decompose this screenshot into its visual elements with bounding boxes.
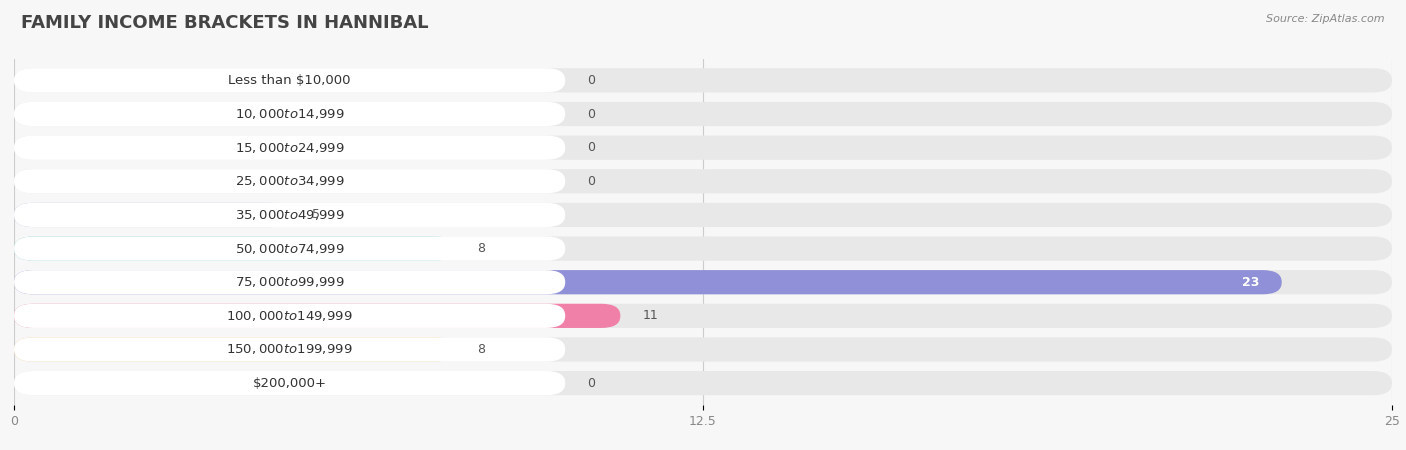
- FancyBboxPatch shape: [14, 68, 1392, 93]
- Text: 23: 23: [1243, 276, 1260, 289]
- Text: $50,000 to $74,999: $50,000 to $74,999: [235, 242, 344, 256]
- FancyBboxPatch shape: [14, 270, 1392, 294]
- Text: $25,000 to $34,999: $25,000 to $34,999: [235, 174, 344, 188]
- FancyBboxPatch shape: [14, 203, 565, 227]
- FancyBboxPatch shape: [14, 338, 565, 362]
- Text: $35,000 to $49,999: $35,000 to $49,999: [235, 208, 344, 222]
- Text: FAMILY INCOME BRACKETS IN HANNIBAL: FAMILY INCOME BRACKETS IN HANNIBAL: [21, 14, 429, 32]
- FancyBboxPatch shape: [14, 102, 1392, 126]
- FancyBboxPatch shape: [14, 236, 456, 261]
- Text: 8: 8: [477, 343, 485, 356]
- FancyBboxPatch shape: [14, 304, 620, 328]
- Text: 0: 0: [588, 141, 595, 154]
- FancyBboxPatch shape: [14, 169, 565, 194]
- Text: 0: 0: [588, 175, 595, 188]
- Text: Source: ZipAtlas.com: Source: ZipAtlas.com: [1267, 14, 1385, 23]
- FancyBboxPatch shape: [14, 304, 1392, 328]
- FancyBboxPatch shape: [14, 68, 565, 93]
- Text: $150,000 to $199,999: $150,000 to $199,999: [226, 342, 353, 356]
- FancyBboxPatch shape: [14, 371, 1392, 395]
- FancyBboxPatch shape: [14, 338, 1392, 362]
- Text: Less than $10,000: Less than $10,000: [228, 74, 352, 87]
- Text: 0: 0: [588, 108, 595, 121]
- Text: 0: 0: [588, 74, 595, 87]
- Text: $100,000 to $149,999: $100,000 to $149,999: [226, 309, 353, 323]
- FancyBboxPatch shape: [14, 102, 565, 126]
- Text: $75,000 to $99,999: $75,000 to $99,999: [235, 275, 344, 289]
- FancyBboxPatch shape: [14, 236, 1392, 261]
- FancyBboxPatch shape: [14, 371, 565, 395]
- Text: 0: 0: [588, 377, 595, 390]
- FancyBboxPatch shape: [14, 203, 290, 227]
- FancyBboxPatch shape: [14, 203, 1392, 227]
- FancyBboxPatch shape: [14, 270, 565, 294]
- FancyBboxPatch shape: [14, 169, 1392, 194]
- Text: 8: 8: [477, 242, 485, 255]
- Text: 11: 11: [643, 309, 658, 322]
- FancyBboxPatch shape: [14, 236, 565, 261]
- Text: $15,000 to $24,999: $15,000 to $24,999: [235, 141, 344, 155]
- Text: $200,000+: $200,000+: [253, 377, 326, 390]
- FancyBboxPatch shape: [14, 338, 456, 362]
- Text: 5: 5: [312, 208, 319, 221]
- FancyBboxPatch shape: [14, 304, 565, 328]
- Text: $10,000 to $14,999: $10,000 to $14,999: [235, 107, 344, 121]
- FancyBboxPatch shape: [14, 135, 565, 160]
- FancyBboxPatch shape: [14, 135, 1392, 160]
- FancyBboxPatch shape: [14, 270, 1282, 294]
